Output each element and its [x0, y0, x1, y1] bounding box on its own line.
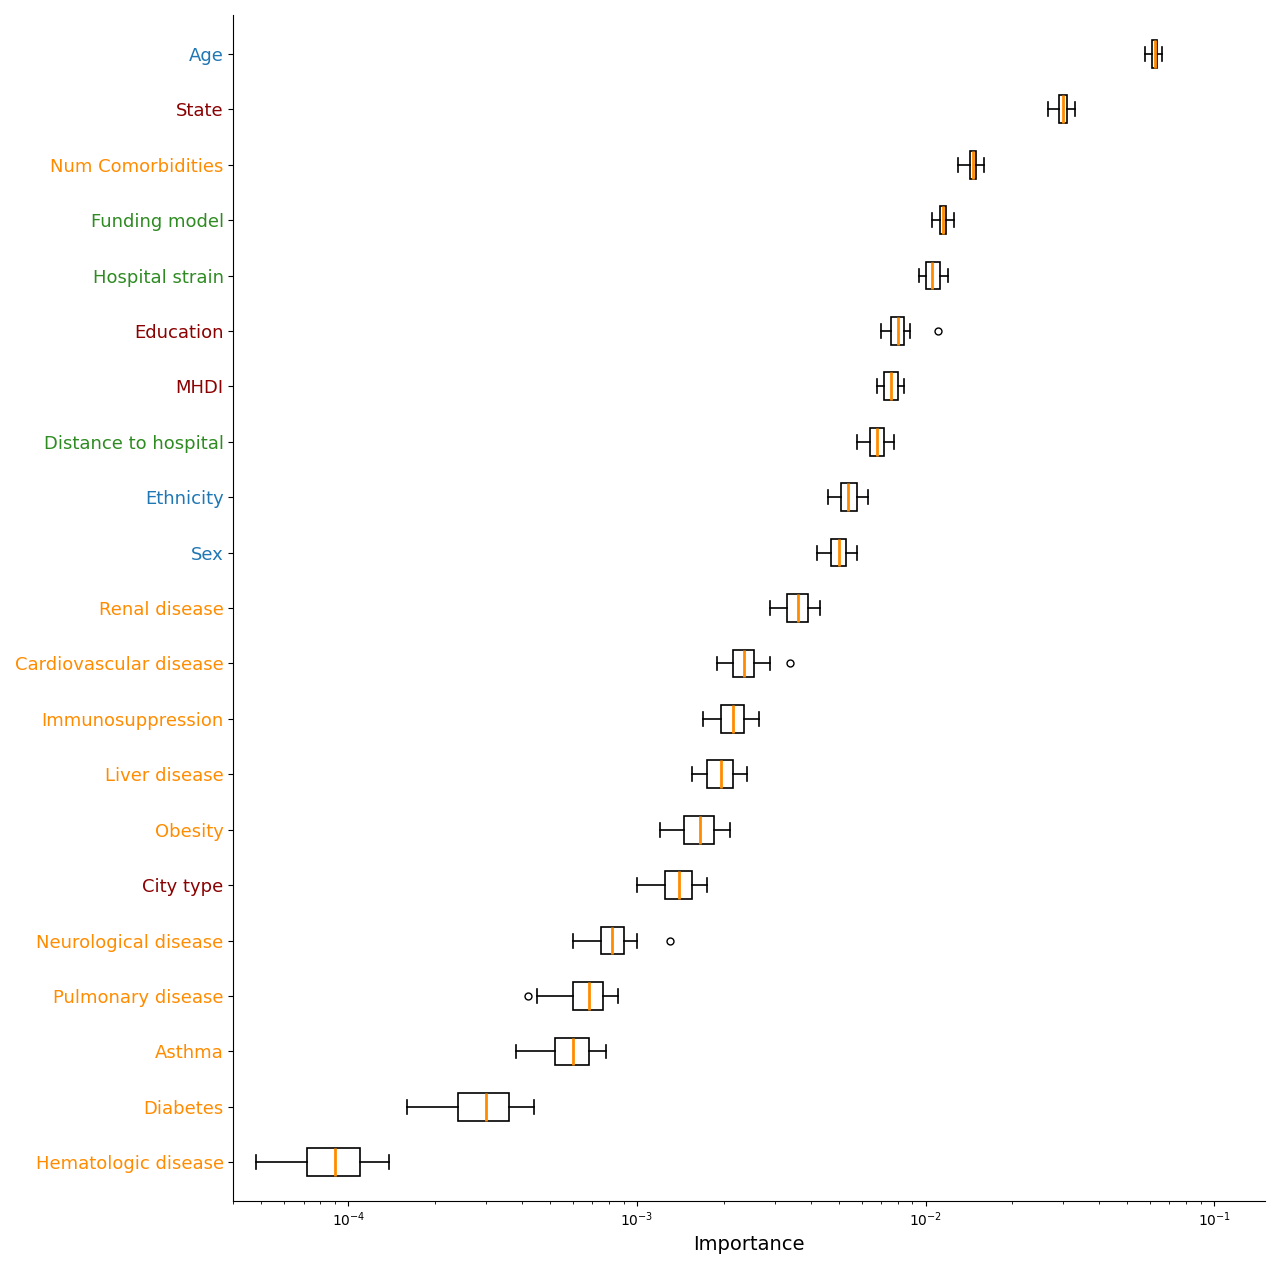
PathPatch shape	[664, 872, 692, 898]
PathPatch shape	[869, 428, 884, 456]
PathPatch shape	[458, 1093, 509, 1121]
PathPatch shape	[721, 706, 744, 732]
PathPatch shape	[573, 982, 603, 1010]
PathPatch shape	[600, 926, 623, 954]
PathPatch shape	[1059, 95, 1068, 123]
PathPatch shape	[841, 483, 858, 511]
PathPatch shape	[969, 151, 977, 179]
X-axis label: Importance: Importance	[694, 1235, 805, 1254]
PathPatch shape	[556, 1038, 589, 1066]
PathPatch shape	[1152, 39, 1157, 67]
PathPatch shape	[891, 317, 904, 345]
PathPatch shape	[884, 373, 897, 400]
PathPatch shape	[307, 1148, 360, 1176]
PathPatch shape	[925, 261, 940, 289]
PathPatch shape	[684, 816, 714, 844]
PathPatch shape	[831, 539, 846, 566]
PathPatch shape	[787, 594, 808, 622]
PathPatch shape	[707, 760, 733, 788]
PathPatch shape	[940, 207, 946, 233]
PathPatch shape	[733, 650, 754, 678]
